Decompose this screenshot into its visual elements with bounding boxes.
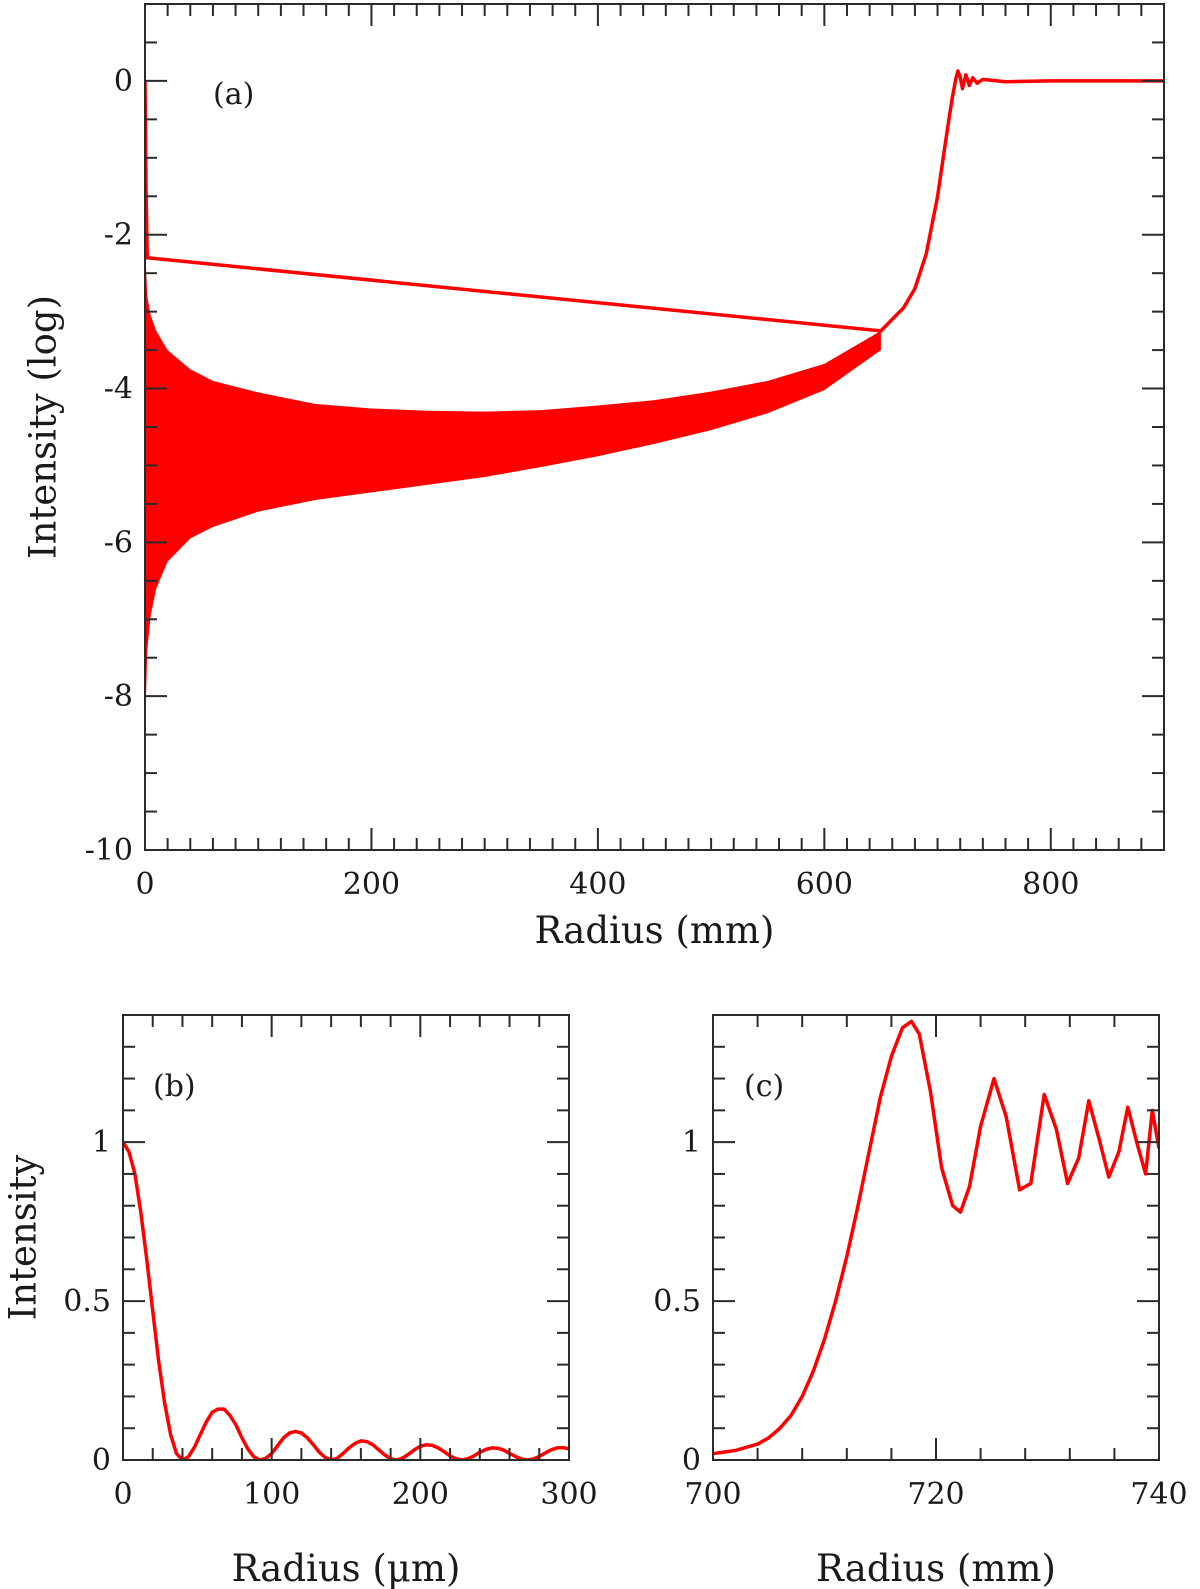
y-tick-label: -2 xyxy=(104,218,133,253)
y-tick-label: 0 xyxy=(682,1443,701,1478)
x-tick-label: 0 xyxy=(135,867,154,902)
intensity-line xyxy=(713,1019,1159,1456)
plot-area xyxy=(145,69,1164,712)
x-tick-label: 800 xyxy=(1022,867,1079,902)
x-tick-label: 200 xyxy=(392,1477,449,1512)
intensity-line xyxy=(145,69,1164,333)
panel-b: 0 100 200 300 0 0.5 1 Radius (μm) Intensity (b) xyxy=(2,1014,598,1589)
y-tick-label: -8 xyxy=(104,679,133,714)
x-tick-label: 0 xyxy=(113,1477,132,1512)
x-axis-title: Radius (mm) xyxy=(535,909,775,952)
y-tick-label: -6 xyxy=(104,525,133,560)
y-tick-label: -4 xyxy=(104,372,133,407)
x-tick-label: 700 xyxy=(684,1477,741,1512)
x-tick-label: 720 xyxy=(907,1477,964,1512)
y-tick-label: 0.5 xyxy=(653,1284,701,1319)
panel-label: (b) xyxy=(153,1069,196,1104)
x-tick-label: 400 xyxy=(569,867,626,902)
plot-area xyxy=(713,1019,1159,1456)
y-tick-label: 0.5 xyxy=(63,1284,111,1319)
y-tick-label: 1 xyxy=(682,1125,701,1160)
x-tick-label: 600 xyxy=(796,867,853,902)
x-axis-title: Radius (μm) xyxy=(232,1547,461,1589)
panel-label: (a) xyxy=(213,77,254,112)
y-axis-title: Intensity (log) xyxy=(22,295,65,559)
x-tick-label: 100 xyxy=(243,1477,300,1512)
panel-c: 700 720 740 0 0.5 1 Radius (mm) (c) xyxy=(653,1014,1188,1589)
y-tick-label: -10 xyxy=(85,833,133,868)
x-tick-label: 300 xyxy=(540,1477,597,1512)
plot-area xyxy=(123,1141,569,1460)
intensity-line xyxy=(123,1141,569,1460)
y-tick-label: 0 xyxy=(114,64,133,99)
x-tick-label: 200 xyxy=(343,867,400,902)
panel-a: 0 200 400 600 800 -10 -8 -6 -4 -2 0 Radius (mm) Inte… xyxy=(22,3,1165,952)
y-axis-title: Intensity xyxy=(2,1155,45,1321)
y-tick-label: 0 xyxy=(92,1443,111,1478)
panel-label: (c) xyxy=(744,1069,784,1104)
y-tick-label: 1 xyxy=(92,1125,111,1160)
oscillation-band xyxy=(145,257,881,712)
x-axis-title: Radius (mm) xyxy=(816,1547,1056,1589)
x-tick-label: 740 xyxy=(1130,1477,1187,1512)
